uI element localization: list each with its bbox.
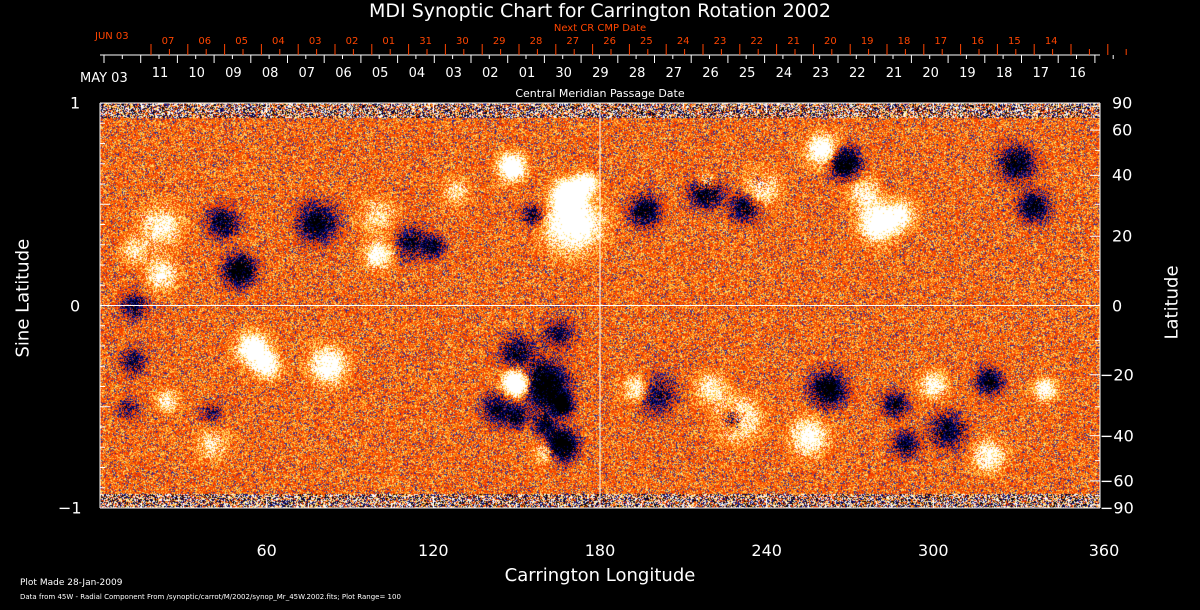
y-tick-label-right: 20 (1112, 226, 1133, 246)
next-cmp-date-label: 25 (640, 36, 653, 47)
cmp-date-label: 17 (1032, 66, 1050, 81)
x-tick-label: 120 (418, 541, 449, 560)
cmp-date-label: 25 (738, 66, 756, 81)
next-cmp-date-label: 31 (419, 36, 432, 47)
y-tick-label-right: −90 (1100, 498, 1134, 518)
next-cmp-date-label: 17 (934, 36, 948, 47)
y-tick-label-right: −40 (1100, 426, 1134, 446)
y-tick-label-right: −60 (1100, 471, 1134, 491)
cmp-date-label: 09 (225, 66, 242, 81)
next-cmp-date-label: 15 (1008, 36, 1021, 47)
next-cmp-date-label: 18 (897, 36, 911, 47)
cmp-date-label: 16 (1069, 66, 1086, 81)
cmp-date-label: 07 (298, 66, 316, 81)
cmp-axis-label: Central Meridian Passage Date (515, 87, 685, 100)
y-tick-label-left: 0 (70, 296, 81, 315)
next-cmp-date-label: 06 (198, 36, 212, 47)
next-cmp-date-label: 29 (492, 36, 506, 47)
next-cmp-date-label: 20 (824, 36, 837, 47)
next-cmp-date-label: 14 (1044, 36, 1058, 47)
cmp-date-label: 20 (922, 66, 939, 81)
x-tick-label: 360 (1088, 541, 1120, 560)
data-source: Data from 45W - Radial Component From /s… (20, 593, 401, 601)
next-cmp-date-label: 28 (529, 36, 543, 47)
cmp-date-label: 23 (812, 66, 829, 81)
next-cmp-date-label: 05 (235, 36, 248, 47)
cmp-date-label: 27 (665, 66, 683, 81)
next-cmp-date-label: 27 (566, 36, 580, 47)
y-axis-label-right: Latitude (1161, 265, 1183, 340)
cmp-date-label: 06 (335, 66, 352, 81)
x-tick-label: 60 (256, 541, 277, 560)
next-cmp-date-label: 26 (603, 36, 616, 47)
x-axis-label: Carrington Longitude (504, 565, 696, 586)
x-tick-label: 300 (918, 541, 949, 560)
next-cmp-date-label: 22 (750, 36, 764, 47)
cmp-date-label: 11 (151, 66, 169, 81)
y-tick-label-right: 60 (1112, 120, 1133, 140)
x-tick-label: 180 (584, 541, 616, 560)
cmp-date-label: 30 (555, 66, 572, 81)
next-cmp-date-label: 24 (676, 36, 690, 47)
cmp-date-label: 21 (885, 66, 903, 81)
chart-title: MDI Synoptic Chart for Carrington Rotati… (369, 0, 831, 22)
cmp-date-label: 02 (482, 66, 499, 81)
next-cmp-date-label: 21 (787, 36, 800, 47)
x-tick-label: 240 (751, 541, 782, 560)
next-cmp-date-label: 23 (713, 36, 727, 47)
y-tick-label-left: −1 (58, 498, 82, 518)
cmp-date-label: 18 (995, 66, 1013, 81)
y-tick-label-left: 1 (70, 93, 81, 113)
cmp-date-label: 01 (518, 66, 536, 81)
plot-made-date: Plot Made 28-Jan-2009 (20, 578, 123, 588)
cmp-date-label: 05 (371, 66, 389, 81)
cmp-date-label: 10 (188, 66, 205, 81)
next-cmp-date-label: 07 (161, 36, 175, 47)
cmp-date-label: 22 (849, 66, 866, 81)
next-cr-axis-label: Next CR CMP Date (553, 23, 647, 34)
y-axis-label-left: Sine Latitude (12, 238, 34, 358)
top-axis-start: MAY 03 (80, 71, 128, 86)
next-cmp-date-label: 19 (860, 36, 874, 47)
y-tick-label-right: −20 (1100, 365, 1134, 385)
cmp-date-label: 19 (959, 66, 976, 81)
cmp-date-label: 03 (445, 66, 462, 81)
y-tick-label-right: 40 (1112, 165, 1133, 185)
cmp-date-label: 28 (628, 66, 646, 81)
y-tick-label-right: 90 (1112, 93, 1133, 113)
cmp-date-label: 29 (592, 66, 609, 81)
y-tick-label-right: 0 (1112, 296, 1123, 315)
next-cmp-date-label: 02 (345, 36, 359, 47)
next-cmp-date-label: 04 (272, 36, 285, 47)
next-cmp-date-label: 01 (382, 36, 396, 47)
next-cmp-date-label: 03 (308, 36, 322, 47)
next-cmp-date-label: 16 (971, 36, 984, 47)
next-axis-start: JUN 03 (95, 31, 129, 42)
cmp-date-label: 08 (261, 66, 279, 81)
next-cmp-date-label: 30 (456, 36, 469, 47)
cmp-date-label: 24 (775, 66, 793, 81)
cmp-date-label: 26 (702, 66, 719, 81)
cmp-date-label: 04 (408, 66, 426, 81)
